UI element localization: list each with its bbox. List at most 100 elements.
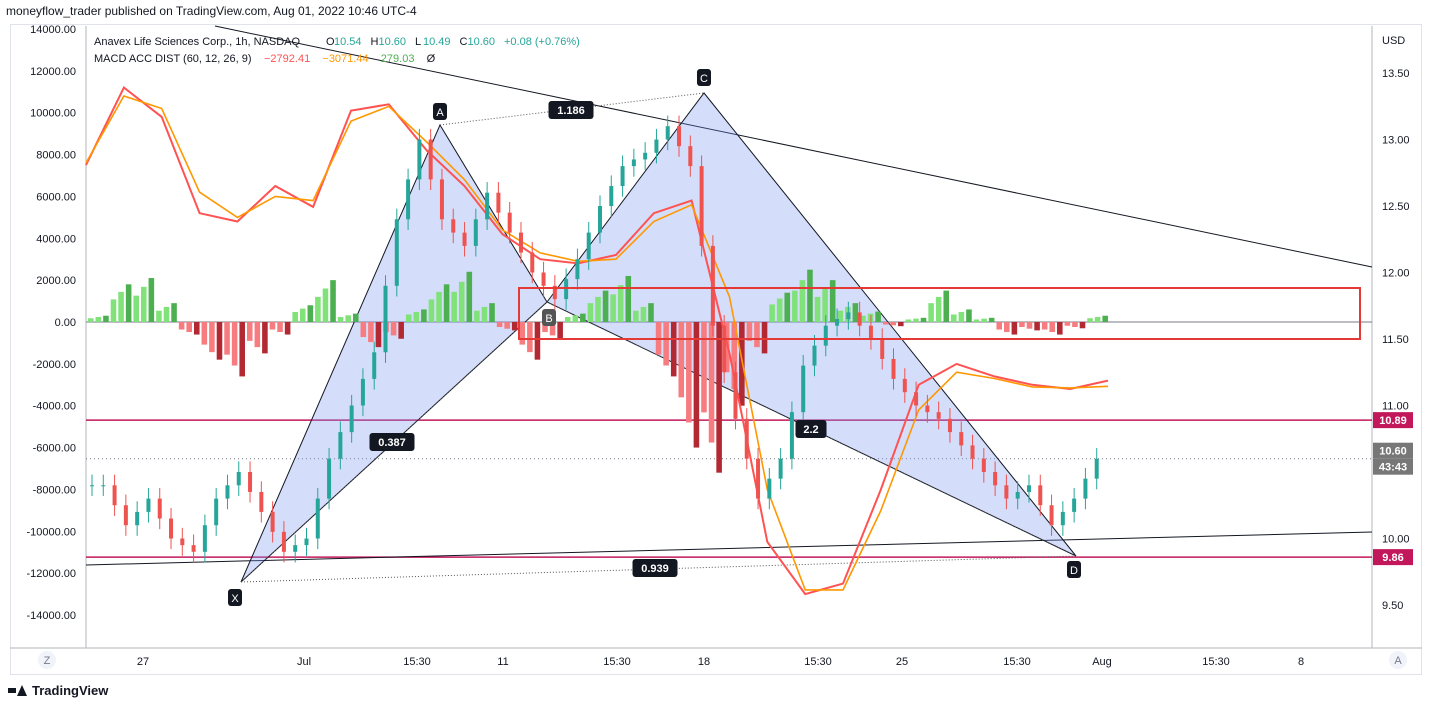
histogram-bar	[231, 322, 238, 366]
histogram-bar	[413, 311, 420, 322]
histogram-bar	[633, 310, 639, 322]
ratio-connector	[546, 301, 1077, 557]
right-tick-label: 11.00	[1382, 401, 1409, 413]
histogram-bar	[996, 322, 1003, 330]
candle-body	[293, 545, 298, 552]
histogram-bar	[580, 313, 586, 322]
candle-body	[169, 518, 174, 539]
time-tick-label: 15:30	[403, 656, 431, 668]
candle-body	[225, 485, 230, 499]
histogram-bar	[875, 311, 881, 322]
histogram-bar	[360, 322, 367, 338]
ratio-label: 0.387	[378, 437, 406, 449]
time-tick-label: Aug	[1092, 656, 1112, 668]
candle-body	[643, 152, 648, 160]
histogram-bar	[511, 322, 518, 331]
legend-indicator: MACD ACC DIST (60, 12, 26, 9)	[94, 53, 252, 65]
ratio-label: 0.939	[641, 563, 669, 575]
candle-body	[507, 212, 512, 233]
price-badge	[1373, 412, 1413, 429]
candle-body	[823, 325, 828, 346]
histogram-bar	[103, 315, 109, 322]
candle-body	[970, 445, 975, 459]
histogram-bar	[292, 311, 298, 322]
legend-ohlc-key: H	[371, 36, 379, 48]
candle-body	[959, 432, 964, 446]
candle-body	[993, 472, 998, 486]
histogram-bar	[390, 322, 397, 336]
histogram-bar	[928, 303, 934, 322]
candle-body	[767, 478, 772, 499]
candle-body	[180, 538, 185, 546]
histogram-bar	[352, 313, 359, 322]
histogram-bar	[1102, 315, 1108, 322]
candle-body	[146, 498, 151, 512]
time-tick-label: 25	[896, 656, 908, 668]
legend-ohlc-key: O	[326, 36, 335, 48]
candle-body	[541, 272, 546, 286]
histogram-bar	[882, 322, 889, 325]
candle-body	[564, 279, 569, 300]
histogram-bar	[466, 271, 473, 322]
histogram-bar	[140, 286, 147, 322]
right-tick-label: 13.00	[1382, 135, 1410, 147]
trendlines	[85, 25, 1373, 566]
right-tick-label: 13.50	[1382, 68, 1410, 80]
candle-body	[248, 472, 253, 492]
candle-body	[880, 339, 885, 359]
candle-body	[801, 365, 806, 413]
candle-body	[349, 405, 354, 433]
histogram-bar	[156, 310, 162, 322]
legend-ohlc-value: 10.60	[468, 36, 496, 48]
left-tick-label: 12000.00	[30, 66, 76, 78]
histogram-bar	[1041, 322, 1048, 330]
histogram-bar	[201, 322, 208, 345]
pattern-labels: X A B C D 1.186 0.387 2.2 0.939	[228, 69, 1081, 606]
candle-body	[191, 545, 196, 552]
candle-body	[202, 525, 207, 552]
scale-button-right[interactable]	[1389, 651, 1407, 669]
histogram-bar	[262, 322, 268, 354]
candle-body	[552, 285, 557, 300]
histogram-bar	[496, 322, 503, 328]
macd-histogram	[88, 269, 1108, 473]
candle-body	[530, 252, 535, 273]
horizontal-levels	[86, 419, 1372, 558]
histogram-bar	[943, 290, 950, 322]
candle-body	[462, 232, 467, 246]
histogram-bar	[481, 306, 488, 322]
legend-indicator-value: −2792.41	[264, 53, 310, 65]
ratio-label: 1.186	[557, 105, 585, 117]
histogram-bar	[913, 318, 919, 322]
histogram-bar	[330, 280, 336, 322]
candle-body	[722, 325, 727, 373]
histogram-bar	[216, 322, 223, 360]
histogram-bar	[368, 322, 374, 343]
candle-body	[688, 146, 693, 167]
candle-body	[756, 458, 761, 499]
scale-button-left[interactable]	[38, 651, 56, 669]
candle-body	[1049, 505, 1054, 526]
histogram-bar	[1004, 322, 1010, 333]
histogram-bar	[958, 311, 965, 322]
candle-body	[620, 166, 625, 187]
histogram-bar	[88, 318, 94, 322]
histogram-bar	[852, 303, 859, 322]
candle-body	[135, 511, 140, 526]
left-tick-label: 8000.00	[36, 150, 76, 162]
candle-body	[123, 505, 128, 526]
histogram-bar	[224, 322, 230, 355]
candle-body	[812, 345, 817, 366]
histogram-bar	[405, 314, 412, 322]
price-badge-text: 43:43	[1379, 462, 1407, 474]
candle-body	[1083, 478, 1088, 499]
pattern-point-marker	[228, 589, 242, 606]
histogram-bar	[1057, 322, 1063, 335]
histogram-bar	[746, 322, 753, 341]
highlight-box	[518, 287, 1361, 340]
candle-body	[327, 458, 332, 499]
candle-body	[575, 259, 580, 280]
scale-button-label: A	[1394, 655, 1402, 667]
histogram-bar	[110, 299, 117, 322]
